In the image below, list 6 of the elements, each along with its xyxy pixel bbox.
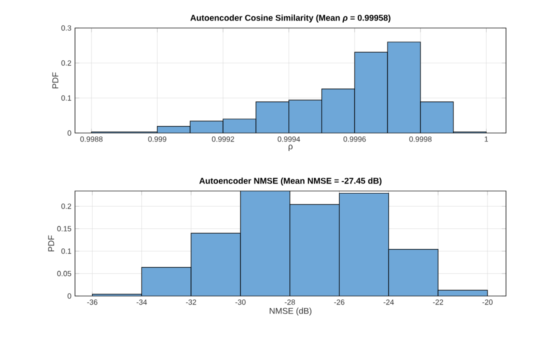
chart-title: Autoencoder Cosine Similarity (Mean ρ = 0.99958)	[190, 14, 390, 22]
y-axis-title: PDF	[52, 72, 58, 88]
x-axis-title: ρ	[288, 144, 293, 151]
x-axis-title: NMSE (dB)	[270, 308, 312, 316]
y-axis-title: PDF	[48, 235, 54, 252]
chart-title: Autoencoder NMSE (Mean NMSE = -27.45 dB)	[199, 178, 382, 186]
